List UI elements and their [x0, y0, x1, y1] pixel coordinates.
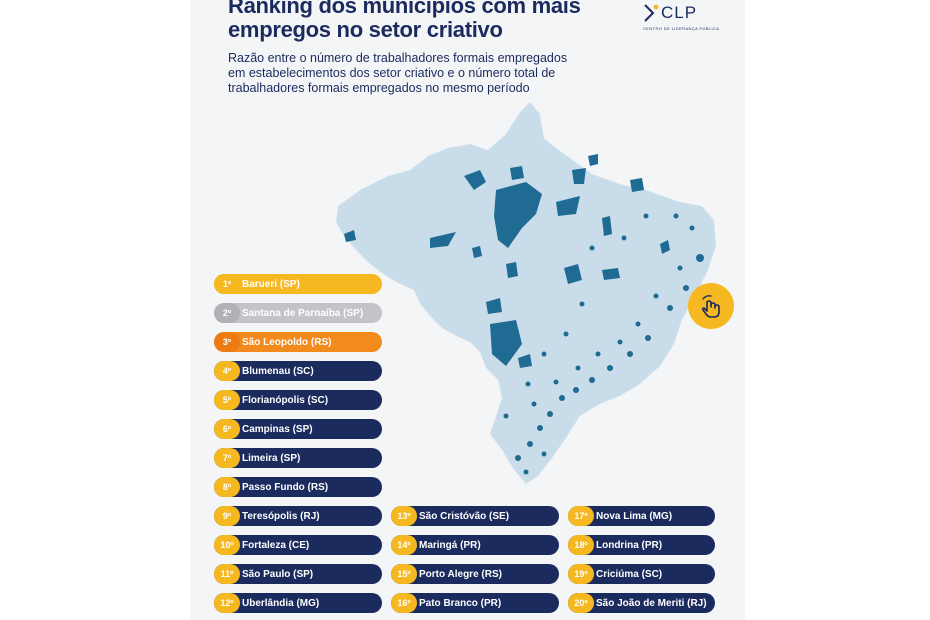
subtitle: Razão entre o número de trabalhadores fo…	[228, 51, 608, 96]
rank-badge: 14º	[391, 535, 417, 555]
logo-text: CLP	[661, 3, 698, 22]
ranking-item-8: 8º Passo Fundo (RS)	[214, 477, 382, 497]
ranking-item-7: 7º Limeira (SP)	[214, 448, 382, 468]
city-name: Limeira (SP)	[242, 452, 301, 464]
city-name: Passo Fundo (RS)	[242, 481, 329, 493]
rank-badge: 13º	[391, 506, 417, 526]
city-name: Florianópolis (SC)	[242, 394, 329, 406]
ranking-item-16: 16º Pato Branco (PR)	[391, 593, 559, 613]
city-name: São Leopoldo (RS)	[242, 336, 332, 348]
brazil-outline	[335, 101, 717, 485]
city-name: São João de Meriti (RJ)	[596, 597, 707, 609]
hand-swipe-icon	[701, 295, 720, 318]
rank-badge: 19º	[568, 564, 594, 584]
city-name: Londrina (PR)	[596, 539, 663, 551]
title-line-2: empregos no setor criativo	[228, 17, 503, 42]
ranking-item-11: 11º São Paulo (SP)	[214, 564, 382, 584]
subtitle-line-3: trabalhadores formais empregados no mesm…	[228, 81, 530, 95]
rank-badge: 5º	[214, 390, 240, 410]
logo-subtext: CENTRO DE LIDERANÇA PÚBLICA	[643, 26, 720, 31]
rank-badge: 16º	[391, 593, 417, 613]
rank-badge: 7º	[214, 448, 240, 468]
ranking-item-17: 17º Nova Lima (MG)	[568, 506, 715, 526]
city-name: Porto Alegre (RS)	[419, 568, 502, 580]
ranking-item-9: 9º Teresópolis (RJ)	[214, 506, 382, 526]
clp-logo-mark-icon	[644, 4, 659, 22]
city-name: Teresópolis (RJ)	[242, 510, 320, 522]
city-name: Uberlândia (MG)	[242, 597, 320, 609]
rank-badge: 20º	[568, 593, 594, 613]
ranking-item-13: 13º São Cristóvão (SE)	[391, 506, 559, 526]
city-name: Campinas (SP)	[242, 423, 313, 435]
subtitle-line-1: Razão entre o número de trabalhadores fo…	[228, 51, 568, 65]
ranking-item-3: 3º São Leopoldo (RS)	[214, 332, 382, 352]
ranking-item-19: 19º Criciúma (SC)	[568, 564, 715, 584]
city-name: São Cristóvão (SE)	[419, 510, 510, 522]
rank-badge: 9º	[214, 506, 240, 526]
page-title: Ranking dos municípios com mais empregos…	[228, 0, 628, 42]
brazil-map	[335, 101, 717, 485]
ranking-item-14: 14º Maringá (PR)	[391, 535, 559, 555]
ranking-item-4: 4º Blumenau (SC)	[214, 361, 382, 381]
ranking-item-15: 15º Porto Alegre (RS)	[391, 564, 559, 584]
rank-badge: 11º	[214, 564, 240, 584]
city-name: Fortaleza (CE)	[242, 539, 310, 551]
city-name: Nova Lima (MG)	[596, 510, 673, 522]
rank-badge: 17º	[568, 506, 594, 526]
rank-badge: 2º	[214, 303, 240, 323]
rank-badge: 10º	[214, 535, 240, 555]
ranking-item-20: 20º São João de Meriti (RJ)	[568, 593, 715, 613]
city-name: Maringá (PR)	[419, 539, 481, 551]
rank-badge: 8º	[214, 477, 240, 497]
city-name: Criciúma (SC)	[596, 568, 663, 580]
rank-badge: 12º	[214, 593, 240, 613]
ranking-item-2: 2º Santana de Parnaíba (SP)	[214, 303, 382, 323]
city-name: Santana de Parnaíba (SP)	[242, 307, 364, 319]
ranking-item-18: 18º Londrina (PR)	[568, 535, 715, 555]
ranking-item-1: 1º Barueri (SP)	[214, 274, 382, 294]
city-name: São Paulo (SP)	[242, 568, 314, 580]
ranking-item-5: 5º Florianópolis (SC)	[214, 390, 382, 410]
clp-logo: CLP CENTRO DE LIDERANÇA PÚBLICA	[643, 2, 723, 36]
rank-badge: 6º	[214, 419, 240, 439]
rank-badge: 4º	[214, 361, 240, 381]
city-name: Pato Branco (PR)	[419, 597, 502, 609]
ranking-item-10: 10º Fortaleza (CE)	[214, 535, 382, 555]
interaction-hint	[688, 283, 734, 329]
rank-badge: 15º	[391, 564, 417, 584]
rank-badge: 1º	[214, 274, 240, 294]
subtitle-line-2: em estabelecimentos dos setor criativo e…	[228, 66, 556, 80]
ranking-item-12: 12º Uberlândia (MG)	[214, 593, 382, 613]
title-line-1: Ranking dos municípios com mais	[228, 0, 581, 18]
city-name: Blumenau (SC)	[242, 365, 314, 377]
highlighted-municipalities	[344, 154, 704, 475]
city-name: Barueri (SP)	[242, 278, 300, 290]
rank-badge: 3º	[214, 332, 240, 352]
rank-badge: 18º	[568, 535, 594, 555]
ranking-item-6: 6º Campinas (SP)	[214, 419, 382, 439]
